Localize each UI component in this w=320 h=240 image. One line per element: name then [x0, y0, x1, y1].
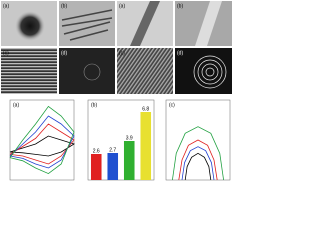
panel-label: (b) — [61, 3, 67, 9]
micrographs — [1, 1, 232, 94]
panel-label: (b) — [177, 3, 183, 9]
series-line — [172, 126, 224, 181]
panel-label: (b) — [91, 102, 97, 108]
figure: (a) (b) (a) (b) (c) (d) (c) (d) (a) (b) 2.6 2.7 3.9 6… — [1, 1, 232, 181]
bar — [123, 141, 135, 180]
bar-value: 6.8 — [142, 106, 149, 112]
panel-label: (d) — [61, 50, 67, 56]
rod — [130, 1, 160, 46]
bar — [107, 153, 119, 180]
series-line — [181, 146, 215, 181]
image — [117, 48, 173, 94]
bar-value: 2.6 — [93, 148, 100, 154]
panel-label: (c) — [119, 50, 125, 56]
panel-label: (a) — [119, 3, 125, 9]
series-line — [184, 152, 212, 181]
panel-label: (a) — [13, 102, 19, 108]
bar — [90, 154, 102, 180]
chart-frames — [9, 99, 231, 181]
panel-label: (a) — [3, 3, 9, 9]
image — [59, 48, 115, 94]
series-line — [9, 135, 75, 157]
series-line — [178, 139, 218, 181]
panel-label: (c) — [169, 102, 175, 108]
bar-value: 2.7 — [109, 147, 116, 153]
series-line — [9, 115, 75, 169]
image — [175, 48, 232, 94]
fft-ring — [83, 63, 101, 81]
bar-value: 3.9 — [126, 135, 133, 141]
particle — [15, 11, 45, 41]
panel-label: (c) — [3, 50, 9, 56]
fibres — [61, 9, 113, 41]
rod — [195, 1, 222, 46]
page: (a) (b) (a) (b) (c) (d) (c) (d) (a) (b) 2.6 2.7 3.9 6… — [1, 1, 232, 181]
series-line — [9, 105, 75, 175]
panel-label: (d) — [177, 50, 183, 56]
series-line — [9, 123, 75, 165]
bar — [140, 112, 152, 180]
diffraction-rings — [193, 55, 227, 89]
image — [1, 48, 57, 94]
